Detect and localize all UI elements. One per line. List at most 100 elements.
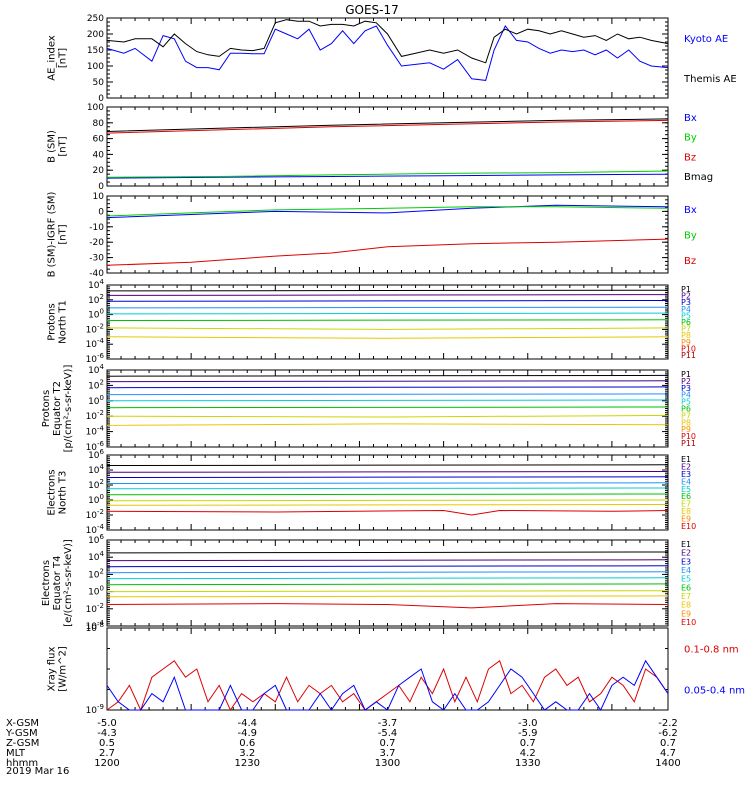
series-line xyxy=(107,505,668,506)
y-tick-label: 102 xyxy=(88,293,104,306)
legend-entry: 0.1-0.8 nm xyxy=(684,645,739,656)
legend-entry: E4 xyxy=(681,566,691,575)
series-line xyxy=(107,572,668,573)
legend-entry: E3 xyxy=(681,557,691,566)
panel-xray: 10-910-8Xray flux [W/m^2] 0.1-0.8 nm0.05-0… xyxy=(47,621,746,716)
series-line xyxy=(107,239,668,265)
panel-frame xyxy=(107,628,668,710)
y-tick-label: 102 xyxy=(88,478,104,491)
series-line xyxy=(107,488,668,489)
y-tick-label: 102 xyxy=(88,378,104,391)
y-tick-label: 50 xyxy=(93,78,105,88)
y-tick-label: 104 xyxy=(88,550,104,563)
series-line xyxy=(107,465,668,466)
orbit-value: 1200 xyxy=(94,758,119,769)
y-tick-label: 100 xyxy=(88,308,104,321)
legend-entry: E7 xyxy=(681,592,691,601)
orbit-value: 1400 xyxy=(655,758,680,769)
legend-entry: E10 xyxy=(681,522,696,531)
y-axis-label: [p/(cm²-s-sr-keV)] xyxy=(63,365,74,453)
y-tick-label: 100 xyxy=(88,394,104,407)
panel-bsmigrf: -40-30-20-10010B (SM)-IGRF (SM) [nT]BxByB… xyxy=(47,192,697,279)
legend-entry: Bz xyxy=(684,256,696,267)
legend-entry: By xyxy=(684,133,697,144)
legend-entry: E8 xyxy=(681,601,691,610)
series-line xyxy=(107,604,668,608)
legend-entry: E10 xyxy=(681,618,696,627)
y-tick-label: 10-2 xyxy=(86,602,104,615)
y-tick-label: 10-2 xyxy=(86,508,104,521)
series-line xyxy=(107,407,668,408)
legend-entry: E5 xyxy=(681,575,691,584)
series-line xyxy=(107,20,668,63)
series-line xyxy=(107,477,668,478)
y-tick-label: 104 xyxy=(88,278,104,291)
series-line xyxy=(107,387,668,388)
y-axis-label: Electrons xyxy=(47,469,58,515)
series-line xyxy=(107,596,668,597)
y-tick-label: 0 xyxy=(98,182,104,192)
y-tick-label: 10-9 xyxy=(86,703,104,716)
y-tick-label: 100 xyxy=(87,62,104,72)
legend-entry: Bx xyxy=(684,113,697,124)
series-line xyxy=(107,400,668,401)
series-line xyxy=(107,301,668,302)
y-tick-label: 100 xyxy=(88,585,104,598)
y-tick-label: 10-4 xyxy=(86,337,105,350)
y-tick-label: 10 xyxy=(93,192,105,202)
y-tick-label: 10-2 xyxy=(86,322,104,335)
series-line xyxy=(107,337,668,339)
legend-entry: P11 xyxy=(681,351,696,360)
series-line xyxy=(107,500,668,501)
goes-summary-plot: GOES-17 0 50 100 150 200 250 AE_index [nT] Kyoto… xyxy=(0,0,750,804)
series-line xyxy=(107,424,668,426)
y-axis-label: Protons xyxy=(41,390,52,427)
panel-stack: 050100150200250AE_index [nT]Kyoto AEThemi… xyxy=(41,14,745,716)
orbit-value: 1300 xyxy=(375,758,400,769)
chart-canvas: GOES-17 050100150200250AE_index [nT]Kyoto… xyxy=(0,0,750,800)
panel-ae: 0 50 100 150 200 250 AE_index [nT] Kyoto AE Themi… xyxy=(47,14,737,104)
y-tick-label: 40 xyxy=(93,150,105,160)
y-tick-label: 10-2 xyxy=(86,409,104,422)
series-line xyxy=(107,120,668,133)
y-tick-label: 250 xyxy=(87,14,104,24)
y-tick-label: 100 xyxy=(87,103,104,113)
legend-entry: E9 xyxy=(681,609,691,618)
panel-e_equator: 10-4 10-2 100 102 104 106 Electrons Equator T4[… xyxy=(41,533,696,632)
y-axis-label: Equator T2 xyxy=(52,381,63,436)
legend-entry: E2 xyxy=(681,549,691,558)
series-line xyxy=(107,415,668,417)
y-tick-label: -20 xyxy=(89,238,104,248)
legend-entry: Kyoto AE xyxy=(684,34,728,45)
y-axis-label: [nT] xyxy=(58,224,69,244)
panel-frame xyxy=(107,285,668,359)
series-line xyxy=(107,472,668,473)
y-tick-label: 102 xyxy=(88,567,104,580)
y-axis-label: [W/m^2] xyxy=(58,646,69,692)
y-axis-label: [e/(cm²-s-sr-keV)] xyxy=(63,539,74,627)
panel-frame xyxy=(107,18,668,98)
panel-p_north: 10-610-410-2100102104Protons North T1P1P2… xyxy=(47,278,697,365)
series-line xyxy=(107,174,668,178)
y-tick-label: 200 xyxy=(87,30,104,40)
y-tick-label: -10 xyxy=(89,223,104,233)
y-axis-label: B (SM) xyxy=(47,130,58,163)
y-tick-label: -30 xyxy=(89,254,104,264)
y-tick-label: 150 xyxy=(87,46,104,56)
legend-entry: Bz xyxy=(684,152,696,163)
y-axis-label: North T1 xyxy=(58,300,69,344)
y-tick-label: 0 xyxy=(98,207,104,217)
series-line xyxy=(107,494,668,495)
panel-frame xyxy=(107,455,668,530)
y-axis-label: Equator T4 xyxy=(52,556,63,611)
panel-bsm: 020406080100B (SM) [nT]BxByBzBmag xyxy=(47,103,714,192)
y-tick-label: 60 xyxy=(93,135,105,145)
y-tick-label: 20 xyxy=(93,166,105,176)
y-axis-label: North T3 xyxy=(58,471,69,515)
y-axis-label: [nT] xyxy=(58,48,69,68)
y-axis-label: B (SM)-IGRF (SM) xyxy=(47,192,58,278)
orbit-value: 1230 xyxy=(235,758,260,769)
legend-entry: By xyxy=(684,231,697,242)
y-tick-label: 104 xyxy=(88,463,104,476)
legend-entry: Themis AE xyxy=(683,74,737,85)
